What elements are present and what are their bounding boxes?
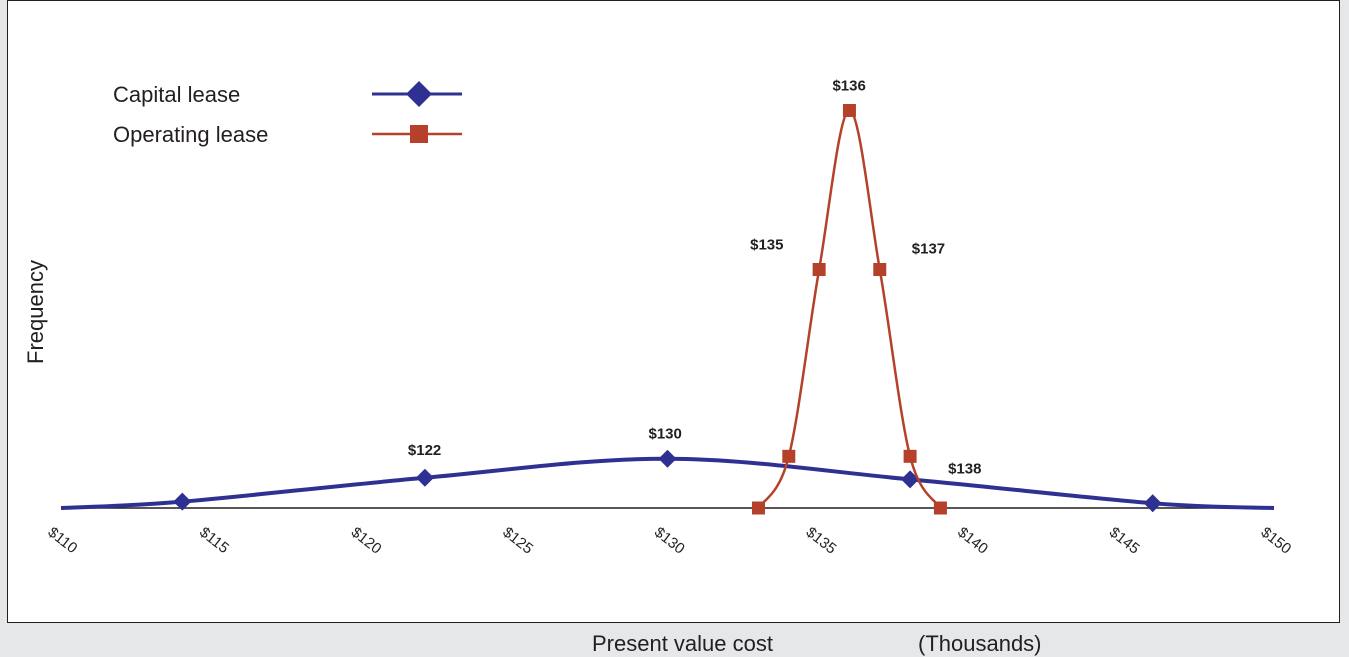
x-axis-label: Present value cost — [592, 631, 773, 656]
y-axis-label: Frequency — [23, 260, 48, 364]
x-tick-label: $125 — [499, 524, 536, 558]
operating-lease-data-label: $136 — [832, 78, 865, 95]
operating-lease-point — [933, 501, 947, 515]
capital-lease-point — [658, 449, 677, 468]
operating-lease-point — [873, 263, 887, 276]
x-tick-label: $135 — [803, 524, 840, 558]
capital-lease-point — [1143, 494, 1162, 513]
capital-lease-data-label: $130 — [649, 426, 682, 443]
x-tick-label: $140 — [954, 524, 991, 558]
operating-lease-point — [903, 449, 917, 463]
x-tick-label: $110 — [45, 524, 81, 557]
x-tick-label: $120 — [348, 524, 385, 558]
capital-lease-data-label: $122 — [408, 442, 441, 459]
legend-label: Capital lease — [113, 82, 240, 107]
legend-marker-diamond — [406, 81, 432, 107]
capital-lease-data-label: $138 — [948, 460, 981, 477]
x-tick-label: $115 — [196, 524, 232, 557]
x-tick-label: $150 — [1258, 524, 1295, 558]
capital-lease-point — [415, 468, 434, 487]
legend: Capital lease Operating lease — [113, 81, 462, 147]
operating-lease-point — [842, 104, 856, 117]
chart-frame — [7, 0, 1340, 623]
legend-marker-square — [410, 125, 428, 143]
capital-lease-point — [173, 492, 192, 511]
operating-lease-point — [751, 501, 765, 515]
operating-lease-data-label: $135 — [750, 237, 783, 254]
legend-label: Operating lease — [113, 122, 268, 147]
series-line-operating-lease — [757, 109, 942, 509]
capital-lease-point — [901, 470, 920, 489]
x-axis-unit-label: (Thousands) — [918, 631, 1042, 656]
operating-lease-data-label: $137 — [912, 241, 945, 258]
x-tick-label: $145 — [1106, 524, 1143, 558]
operating-lease-point — [782, 449, 796, 463]
x-tick-label: $130 — [651, 524, 688, 558]
operating-lease-point — [812, 263, 826, 276]
